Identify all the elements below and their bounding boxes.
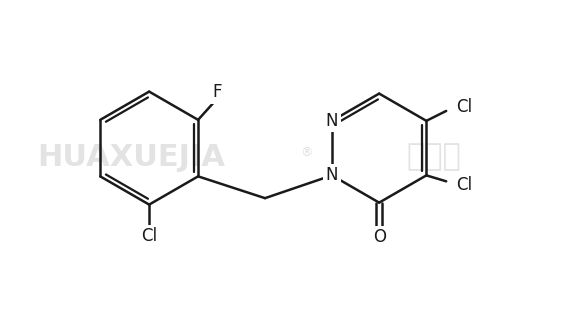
Text: 化学加: 化学加 xyxy=(406,142,461,172)
Text: N: N xyxy=(325,112,338,130)
Text: Cl: Cl xyxy=(456,176,472,194)
Text: ®: ® xyxy=(301,146,313,159)
Text: Cl: Cl xyxy=(141,227,157,245)
Text: N: N xyxy=(325,166,338,184)
Text: Cl: Cl xyxy=(456,98,472,116)
Text: F: F xyxy=(212,83,221,101)
Text: O: O xyxy=(373,228,386,246)
Text: HUAXUEJIA: HUAXUEJIA xyxy=(37,142,225,172)
